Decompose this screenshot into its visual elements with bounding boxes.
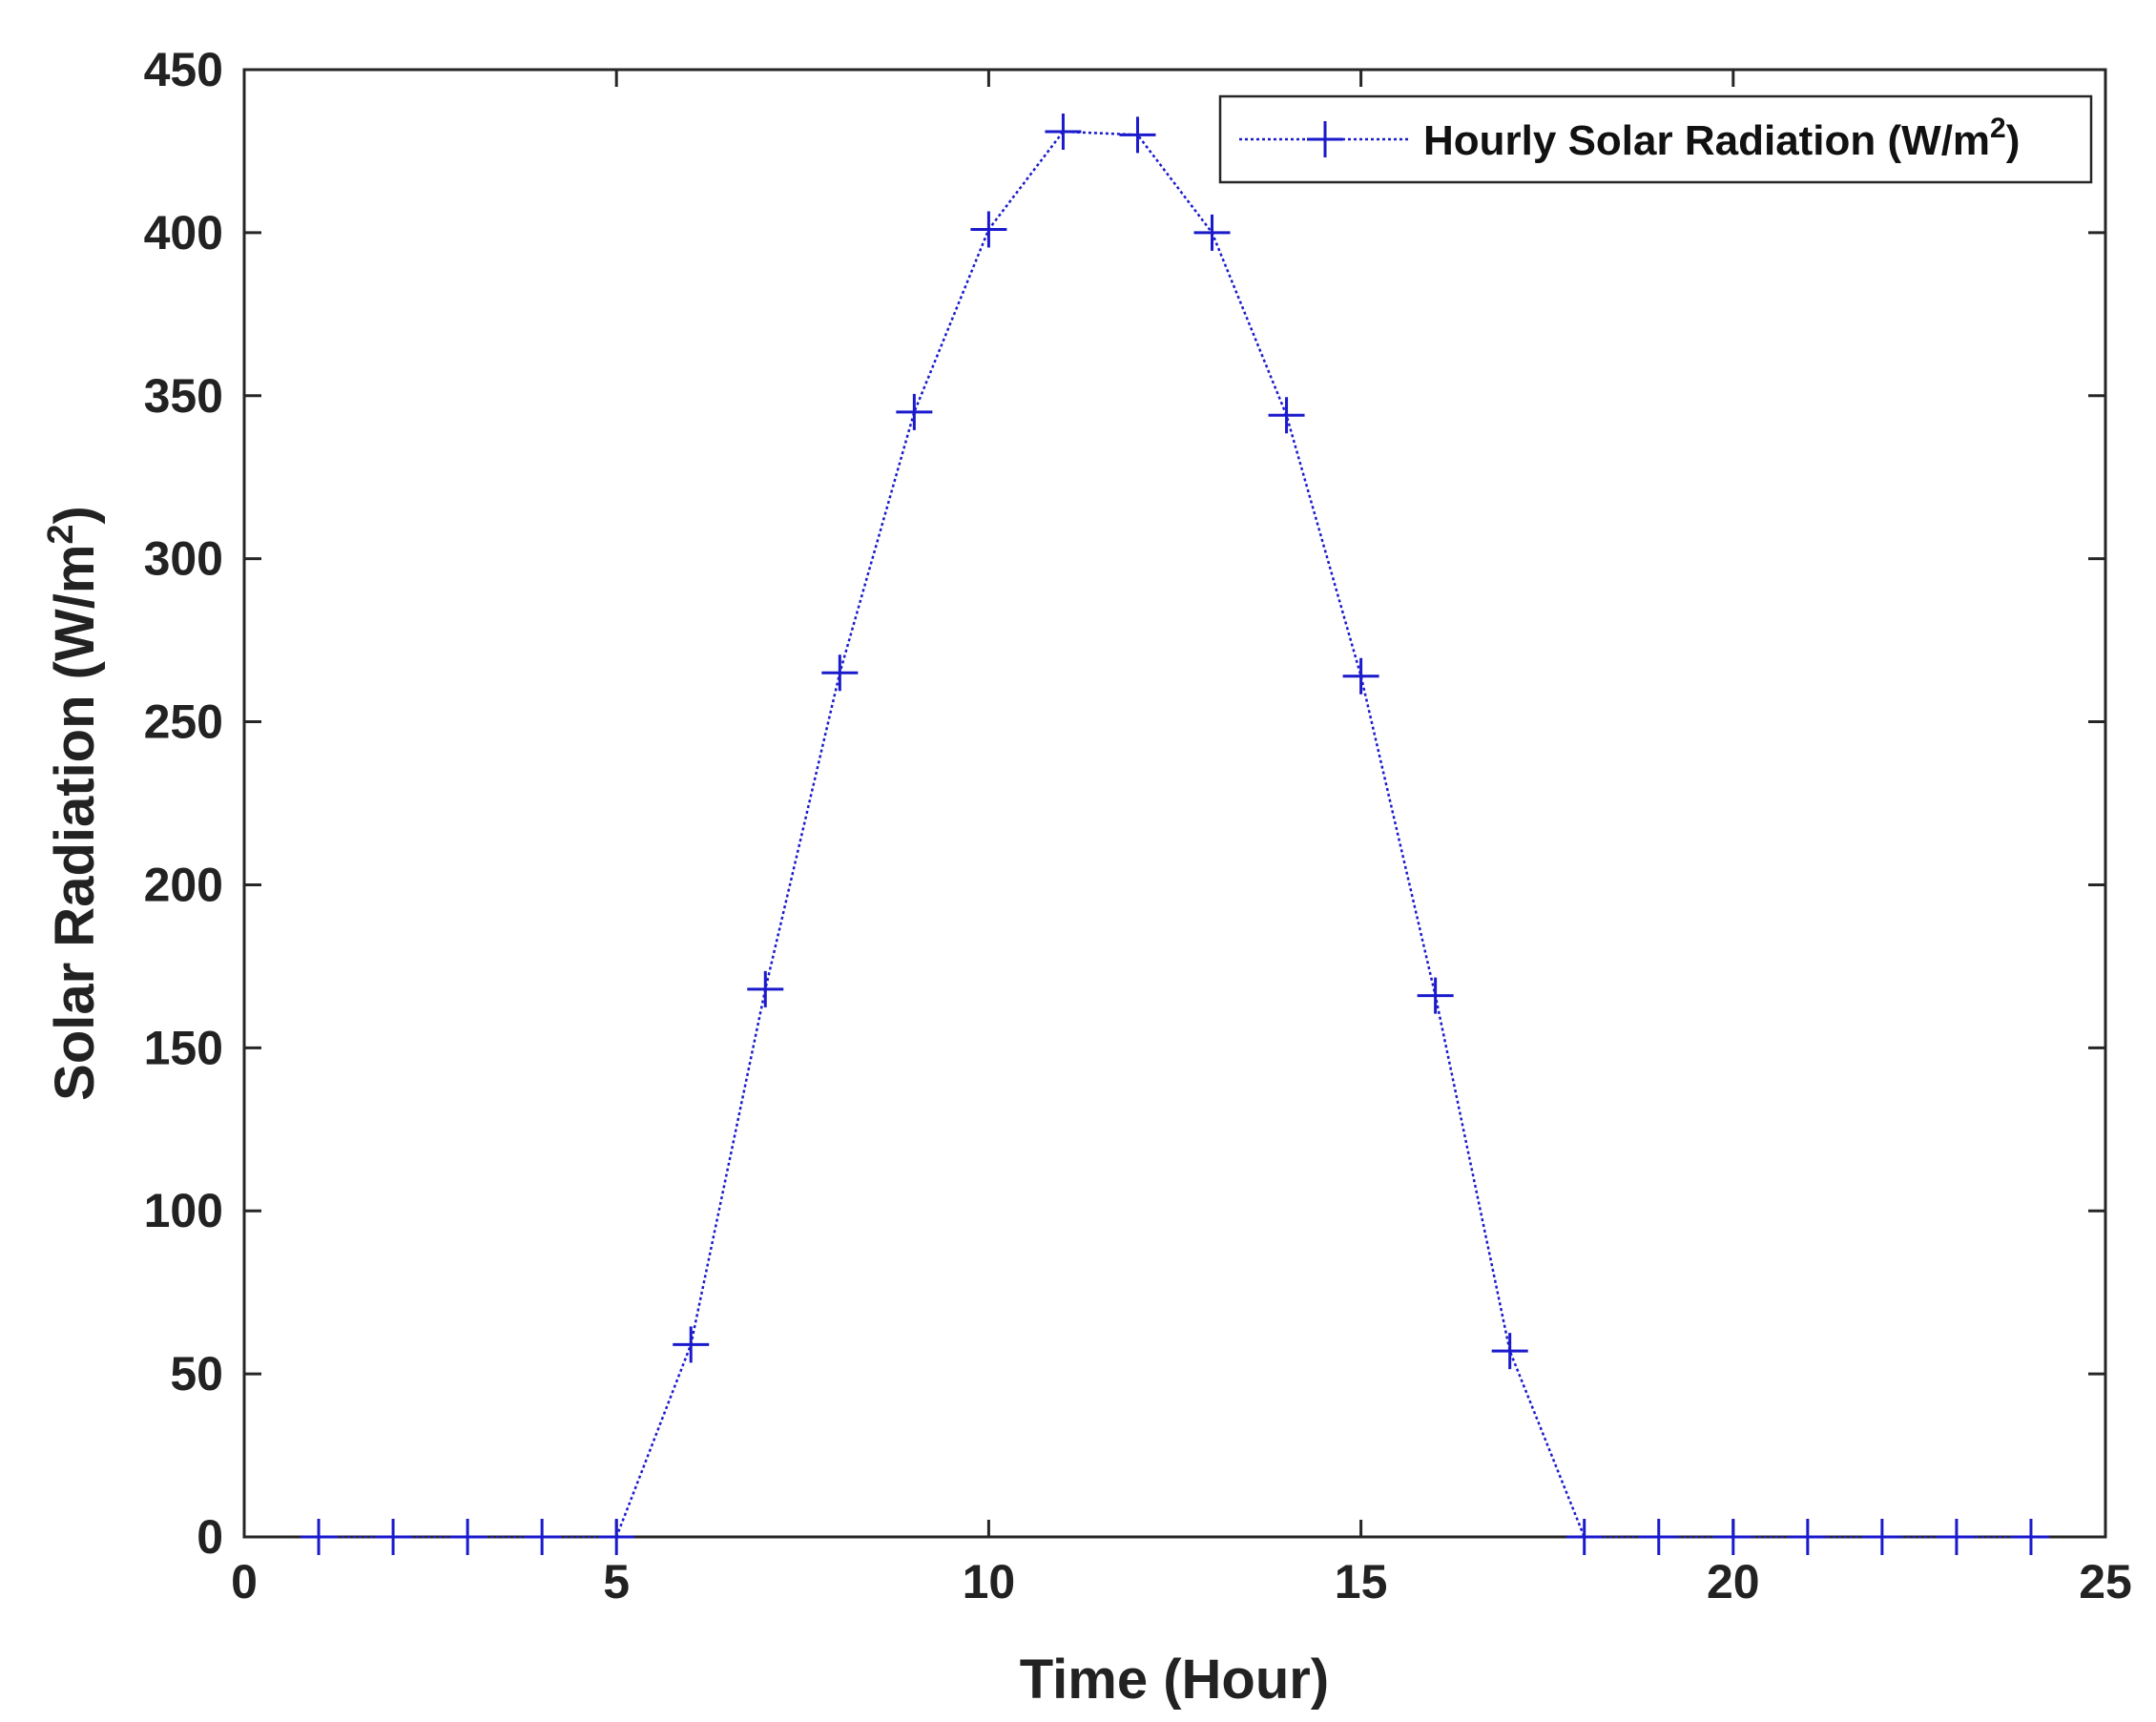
- x-axis-label: Time (Hour): [1020, 1649, 1329, 1711]
- data-point-marker: [1714, 1519, 1752, 1555]
- data-point-marker: [375, 1519, 412, 1555]
- data-point-marker: [1193, 214, 1231, 251]
- x-tick-label: 10: [963, 1555, 1016, 1608]
- data-point-marker: [1938, 1519, 1975, 1555]
- y-tick-label: 250: [144, 695, 223, 749]
- legend-box: [1218, 94, 2093, 184]
- data-point-marker: [1417, 977, 1454, 1014]
- y-tick-label: 400: [144, 206, 223, 259]
- legend-label-close: ): [2006, 117, 2021, 164]
- y-tick-label: 200: [144, 858, 223, 911]
- legend-plus-marker: [1307, 121, 1343, 157]
- legend: Hourly Solar Radiation (W/m2): [1218, 94, 2093, 184]
- data-point-marker: [301, 1519, 338, 1555]
- data-point-marker: [1789, 1519, 1826, 1555]
- y-tick-label: 300: [144, 532, 223, 586]
- x-tick-label: 25: [2079, 1555, 2132, 1608]
- x-tick-label: 5: [603, 1555, 630, 1608]
- y-axis-label-text: Solar Radiation (W/m: [44, 545, 106, 1101]
- data-point-marker: [524, 1519, 561, 1555]
- y-axis-label: Solar Radiation (W/m2): [41, 506, 106, 1101]
- y-tick-label: 100: [144, 1184, 223, 1237]
- data-point-marker: [1045, 113, 1082, 150]
- x-tick-label: 15: [1335, 1555, 1388, 1608]
- legend-label-superscript: 2: [1990, 113, 2006, 144]
- series-layer: [301, 113, 2049, 1555]
- data-point-marker: [1640, 1519, 1677, 1555]
- data-point-marker: [2012, 1519, 2049, 1555]
- data-point-marker: [1268, 397, 1305, 434]
- legend-label: Hourly Solar Radiation (W/m2): [1423, 113, 2020, 164]
- axis-ticks: [242, 68, 2107, 1539]
- data-point-marker: [1342, 657, 1379, 695]
- data-point-marker: [821, 654, 859, 692]
- x-tick-label: 0: [231, 1555, 258, 1608]
- data-point-marker: [970, 211, 1007, 248]
- legend-label-text: Hourly Solar Radiation (W/m: [1423, 117, 1990, 164]
- data-point-marker: [673, 1326, 710, 1363]
- y-axis-label-superscript: 2: [41, 524, 81, 544]
- y-tick-label: 0: [197, 1510, 223, 1564]
- data-point-marker: [1491, 1333, 1528, 1370]
- y-axis-label-close: ): [44, 506, 106, 524]
- y-tick-label: 350: [144, 369, 223, 423]
- data-point-marker: [747, 970, 784, 1007]
- y-tick-label: 150: [144, 1021, 223, 1074]
- data-point-marker: [449, 1519, 487, 1555]
- y-tick-label: 50: [170, 1347, 223, 1400]
- data-point-marker: [1863, 1519, 1900, 1555]
- data-point-marker: [896, 393, 933, 430]
- plot-area: [242, 68, 2107, 1539]
- data-point-marker: [1565, 1519, 1603, 1555]
- x-tick-label: 20: [1707, 1555, 1760, 1608]
- y-tick-label: 450: [144, 43, 223, 96]
- series-line: [319, 130, 2031, 1539]
- data-point-marker: [598, 1519, 635, 1555]
- data-point-marker: [1119, 116, 1156, 154]
